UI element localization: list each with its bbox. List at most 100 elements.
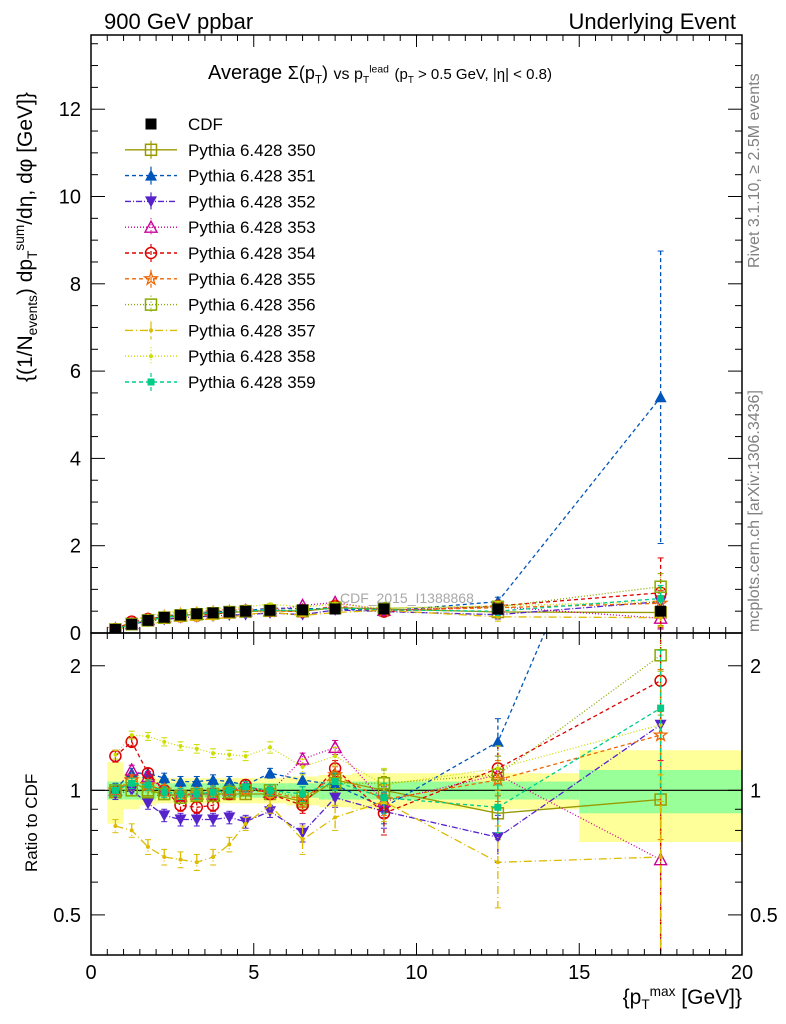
data-point-p359 (299, 790, 307, 798)
data-point-p359 (331, 778, 339, 786)
x-tick-label: 15 (568, 962, 590, 984)
legend-marker-CDF (145, 118, 157, 130)
data-point-CDF (492, 603, 504, 615)
title-vs: vs pTlead (333, 64, 389, 87)
main-y-axis-title: {(1/Nevents) dpTsum/dη, dφ [GeV]} (12, 92, 41, 382)
legend-marker-p354 (144, 246, 158, 260)
data-point-p357 (129, 828, 134, 833)
data-point-p351 (296, 773, 309, 785)
main-series-CDF (109, 603, 667, 633)
data-point-p358 (300, 764, 305, 769)
data-point-p357 (194, 860, 199, 865)
data-point-p357 (268, 803, 273, 808)
data-point-p358 (495, 766, 500, 771)
data-point-p357 (178, 857, 183, 862)
header-category-label: Underlying Event (568, 9, 736, 34)
data-point-CDF (240, 605, 252, 617)
y-tick-label-ratio-right: 1 (750, 780, 761, 802)
legend-label: CDF (188, 115, 223, 134)
legend-label: Pythia 6.428 356 (188, 296, 316, 315)
data-point-p358 (113, 752, 118, 757)
y-tick-label-main: 4 (70, 448, 81, 470)
analysis-watermark: CDF_2015_I1388868 (340, 590, 474, 606)
legend-marker-p358 (149, 354, 153, 359)
legend-marker-p357 (149, 328, 153, 333)
data-point-p359 (657, 595, 665, 603)
data-point-CDF (297, 604, 309, 616)
data-point-p352 (207, 814, 220, 826)
data-point-p351 (190, 775, 203, 787)
y-tick-label-main: 2 (70, 536, 81, 558)
data-point-p359 (160, 788, 168, 796)
x-tick-label: 0 (85, 962, 96, 984)
data-point-p351 (174, 775, 187, 787)
x-axis-title: {pTmax [GeV]} (622, 984, 742, 1013)
data-point-p351 (223, 775, 236, 787)
data-point-p359 (657, 704, 665, 712)
data-point-p355 (294, 791, 311, 807)
data-point-p358 (162, 739, 167, 744)
rivet-version-label: Rivet 3.1.10, ≥ 2.5M events (746, 73, 763, 268)
data-point-CDF (264, 604, 276, 616)
legend-marker-p351 (145, 169, 157, 181)
data-point-CDF (207, 607, 219, 619)
data-point-CDF (126, 618, 138, 630)
data-point-p352 (329, 792, 342, 804)
y-tick-label-main: 8 (70, 274, 81, 296)
data-point-CDF (175, 609, 187, 621)
legend-marker-p350 (144, 143, 158, 157)
data-point-CDF (655, 605, 667, 617)
y-tick-label-ratio: 0.5 (53, 905, 81, 927)
data-point-p358 (658, 722, 663, 727)
title-cuts: (pT > 0.5 GeV, |η| < 0.8) (394, 66, 552, 86)
ratio-y-axis-title: Ratio to CDF (22, 773, 41, 872)
data-point-p358 (178, 743, 183, 748)
x-tick-label: 5 (248, 962, 259, 984)
data-point-p357 (227, 842, 232, 847)
data-point-p357 (495, 860, 500, 865)
series-line-p351 (114, 633, 546, 809)
y-tick-label-ratio: 2 (70, 656, 81, 678)
legend-marker-p355 (142, 270, 160, 286)
data-point-p359 (380, 794, 388, 802)
series-line-p358 (115, 600, 661, 630)
legend-entry-p354: Pythia 6.428 354 (125, 244, 316, 263)
legend-label: Pythia 6.428 358 (188, 347, 316, 366)
data-point-p358 (333, 754, 338, 759)
legend-label: Pythia 6.428 352 (188, 192, 316, 211)
data-point-p358 (268, 745, 273, 750)
data-point-p358 (129, 733, 134, 738)
x-tick-label: 20 (731, 962, 753, 984)
legend-label: Pythia 6.428 350 (188, 141, 316, 160)
legend-label: Pythia 6.428 355 (188, 270, 316, 289)
data-point-p357 (243, 821, 248, 826)
y-tick-label-main: 0 (70, 623, 81, 645)
data-point-p357 (333, 815, 338, 820)
legend-label: Pythia 6.428 351 (188, 167, 316, 186)
data-point-p351 (264, 767, 277, 779)
data-point-p352 (174, 814, 187, 826)
legend-marker-p353 (143, 219, 159, 233)
data-point-p358 (194, 746, 199, 751)
data-point-p352 (141, 798, 154, 810)
data-point-p359 (128, 779, 136, 787)
legend-entry-p352: Pythia 6.428 352 (125, 192, 316, 211)
data-point-p357 (162, 855, 167, 860)
legend-label: Pythia 6.428 353 (188, 218, 316, 237)
legend-entry-p351: Pythia 6.428 351 (125, 166, 316, 186)
legend-entry-p359: Pythia 6.428 359 (125, 373, 316, 392)
legend-entry-p356: Pythia 6.428 356 (125, 295, 316, 315)
data-point-p358 (211, 751, 216, 756)
legend-label: Pythia 6.428 359 (188, 373, 316, 392)
data-point-p359 (225, 786, 233, 794)
data-point-CDF (191, 608, 203, 620)
legend: CDF Pythia 6.428 350 Pythia 6.428 351 Pythi… (125, 115, 316, 392)
data-point-p352 (190, 814, 203, 826)
legend-marker-p356 (144, 298, 158, 311)
data-point-p351 (158, 772, 171, 784)
data-point-p359 (494, 803, 502, 811)
y-tick-label-main: 10 (59, 187, 81, 209)
axis-ticks (90, 35, 743, 955)
legend-entry-p355: Pythia 6.428 355 (125, 269, 316, 289)
